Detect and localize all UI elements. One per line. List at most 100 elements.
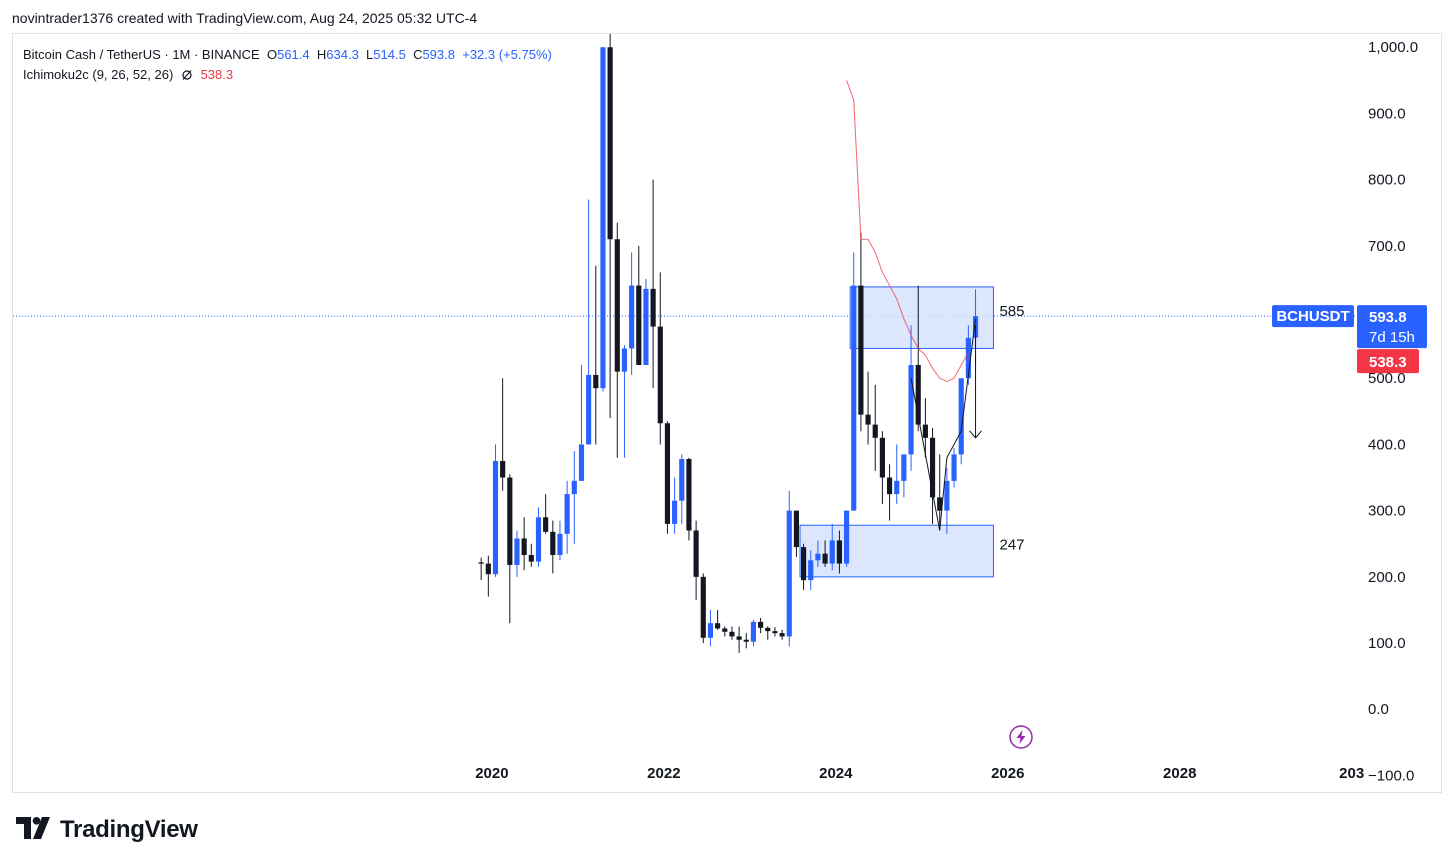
candle-body bbox=[765, 627, 771, 632]
bar-countdown: 7d 15h bbox=[1369, 329, 1415, 346]
candle bbox=[500, 378, 506, 491]
x-tick-label: 2020 bbox=[475, 765, 508, 782]
candle bbox=[908, 325, 914, 471]
candle bbox=[514, 530, 520, 577]
y-tick-label: 800.0 bbox=[1368, 172, 1406, 189]
open-value: 561.4 bbox=[277, 47, 310, 62]
x-tick-label: 203 bbox=[1339, 765, 1364, 782]
last-price-tag[interactable]: 593.8 7d 15h bbox=[1357, 305, 1427, 349]
eye-off-icon[interactable] bbox=[181, 67, 193, 87]
candle bbox=[836, 530, 842, 574]
candle bbox=[586, 199, 592, 445]
candle-body bbox=[564, 494, 570, 534]
candle-body bbox=[929, 437, 936, 498]
candle bbox=[765, 626, 771, 640]
ichimoku-tag-value: 538.3 bbox=[1369, 354, 1407, 371]
candle-body bbox=[514, 538, 520, 565]
chart-legend: Bitcoin Cash / TetherUS · 1M · BINANCE O… bbox=[23, 45, 552, 87]
candle bbox=[815, 540, 821, 567]
candle-body bbox=[750, 621, 757, 642]
candle bbox=[672, 477, 678, 534]
candle-body bbox=[822, 553, 828, 564]
candle-body bbox=[528, 555, 534, 562]
x-tick-label: 2026 bbox=[991, 765, 1024, 782]
candle bbox=[507, 474, 513, 624]
candle-body bbox=[643, 288, 649, 366]
symbol-legend-row[interactable]: Bitcoin Cash / TetherUS · 1M · BINANCE O… bbox=[23, 45, 552, 65]
candle bbox=[715, 609, 721, 630]
candle bbox=[879, 431, 885, 505]
x-tick-label: 2028 bbox=[1163, 765, 1196, 782]
candle bbox=[679, 454, 685, 524]
candle-body bbox=[707, 623, 714, 638]
candle-body bbox=[736, 636, 742, 640]
candle-body bbox=[951, 454, 957, 481]
candle bbox=[478, 557, 484, 581]
arrow-head bbox=[969, 430, 982, 439]
candle-body bbox=[908, 365, 914, 455]
candle-body bbox=[901, 454, 907, 481]
candle-body bbox=[543, 517, 549, 532]
candle bbox=[492, 444, 499, 577]
candle bbox=[922, 398, 928, 458]
candle bbox=[958, 378, 964, 465]
candle-body bbox=[743, 639, 749, 642]
x-tick-label: 2024 bbox=[819, 765, 853, 782]
candle-body bbox=[958, 378, 964, 455]
candle bbox=[937, 454, 943, 531]
candle bbox=[729, 626, 735, 640]
symbol-tag[interactable]: BCHUSDT bbox=[1272, 305, 1354, 328]
candle-body bbox=[715, 623, 721, 629]
y-tick-label: 400.0 bbox=[1368, 436, 1406, 453]
candle bbox=[801, 543, 807, 591]
candle-body bbox=[657, 326, 663, 424]
tradingview-logo[interactable]: TradingView bbox=[16, 816, 198, 844]
candle bbox=[736, 626, 742, 653]
candle-body bbox=[786, 510, 792, 637]
candle bbox=[607, 34, 613, 418]
candle-body bbox=[614, 239, 620, 372]
y-tick-label: 700.0 bbox=[1368, 238, 1406, 255]
candle-body bbox=[593, 374, 599, 389]
y-tick-label: 200.0 bbox=[1368, 569, 1406, 586]
zone-box[interactable] bbox=[849, 286, 994, 349]
candle bbox=[858, 232, 864, 432]
candle-body bbox=[886, 477, 893, 495]
candle bbox=[808, 550, 814, 591]
candle-body bbox=[793, 510, 799, 548]
ichimoku-price-tag[interactable]: 538.3 bbox=[1357, 349, 1419, 374]
candle-body bbox=[672, 500, 678, 524]
candle bbox=[521, 517, 527, 571]
chart-pane[interactable] bbox=[12, 33, 1442, 793]
candle-body bbox=[664, 423, 671, 524]
candle-body bbox=[801, 547, 807, 581]
drawn-zigzag[interactable] bbox=[910, 318, 977, 531]
candle bbox=[700, 573, 706, 644]
indicator-legend-row[interactable]: Ichimoku2c (9, 26, 52, 26) 538.3 bbox=[23, 65, 552, 87]
candle-body bbox=[843, 510, 850, 564]
candle bbox=[772, 627, 778, 637]
y-tick-label: 900.0 bbox=[1368, 105, 1406, 122]
candle bbox=[629, 252, 635, 375]
y-tick-label: 100.0 bbox=[1368, 635, 1406, 652]
candle bbox=[600, 47, 606, 392]
zone-box[interactable] bbox=[799, 524, 994, 578]
candle bbox=[693, 520, 699, 601]
candle bbox=[643, 278, 649, 366]
candle bbox=[636, 245, 642, 366]
candle bbox=[901, 454, 907, 498]
candle-body bbox=[550, 531, 556, 556]
indicator-value: 538.3 bbox=[200, 67, 234, 82]
candle bbox=[722, 626, 728, 637]
candle bbox=[779, 629, 785, 640]
candle-body bbox=[944, 480, 950, 511]
candle bbox=[743, 633, 749, 649]
candle bbox=[750, 619, 757, 647]
y-tick-label: 1,000.0 bbox=[1368, 39, 1418, 56]
indicator-title[interactable]: Ichimoku2c (9, 26, 52, 26) bbox=[23, 67, 174, 82]
lightning-icon[interactable] bbox=[1009, 725, 1033, 749]
symbol-title[interactable]: Bitcoin Cash / TetherUS · 1M · BINANCE bbox=[23, 47, 260, 62]
open-label: O bbox=[266, 47, 278, 62]
candle-body bbox=[679, 459, 685, 501]
